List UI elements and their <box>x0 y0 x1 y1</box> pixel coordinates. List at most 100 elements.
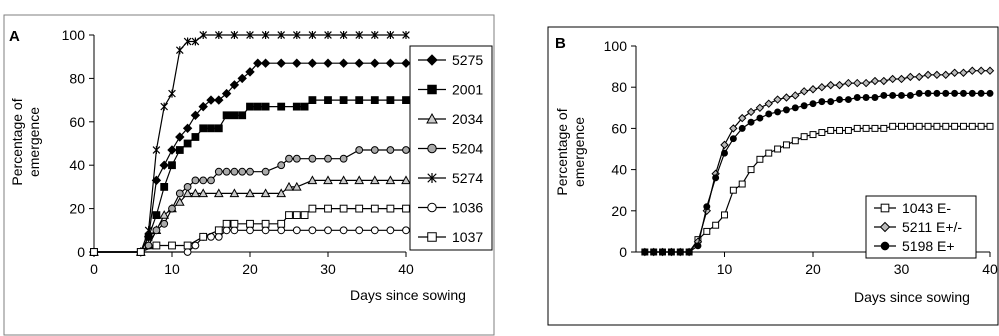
series-1037 <box>90 204 410 256</box>
data-point <box>238 167 247 176</box>
y-tick-label: 0 <box>77 244 85 260</box>
data-point <box>933 89 941 97</box>
series-5274 <box>90 31 410 256</box>
y-tick-label: 40 <box>69 157 85 173</box>
data-point <box>285 154 293 163</box>
legend-item: 5275 <box>418 52 483 68</box>
x-tick-label: 30 <box>320 261 336 277</box>
data-point <box>152 226 161 235</box>
data-point <box>229 188 240 198</box>
x-tick-label: 30 <box>894 261 910 277</box>
data-point <box>229 80 240 90</box>
data-point <box>175 146 184 154</box>
panel-a-legend: 5275 2001 2034 5204 5274 1036 1037 <box>409 45 493 251</box>
data-point <box>214 95 224 105</box>
data-point <box>791 91 800 100</box>
data-point <box>370 226 379 235</box>
data-point <box>198 101 208 112</box>
legend-item: 1037 <box>418 229 483 245</box>
data-point <box>774 108 782 116</box>
data-point <box>402 146 410 154</box>
data-point <box>277 161 286 170</box>
data-point <box>880 124 888 132</box>
legend-label: 5198 E+ <box>902 238 955 254</box>
data-point <box>836 126 844 134</box>
data-point <box>906 91 914 99</box>
y-tick-label: 80 <box>69 70 85 86</box>
data-point <box>818 98 826 106</box>
data-point <box>817 82 827 92</box>
data-point <box>667 248 675 256</box>
data-point <box>292 58 302 68</box>
data-point <box>951 89 959 97</box>
legend-marker <box>880 203 890 213</box>
data-point <box>986 122 994 130</box>
data-point <box>182 123 193 134</box>
legend-label: 1043 E- <box>902 200 951 216</box>
data-point <box>324 204 332 213</box>
legend-marker <box>426 112 438 124</box>
data-point <box>253 102 262 111</box>
data-point <box>167 145 177 155</box>
data-point <box>809 131 817 139</box>
data-point <box>292 226 301 235</box>
data-point <box>853 94 861 101</box>
data-point <box>386 146 395 154</box>
x-tick-label: 40 <box>398 261 414 277</box>
data-point <box>889 122 897 130</box>
data-point <box>836 96 844 104</box>
data-point <box>729 124 738 133</box>
data-point <box>230 167 239 176</box>
data-point <box>292 102 301 111</box>
data-point <box>300 102 309 111</box>
data-point <box>246 102 254 111</box>
data-point <box>191 37 200 46</box>
data-point <box>826 80 835 90</box>
data-point <box>199 124 208 133</box>
data-point <box>354 58 364 68</box>
panel-a-ylabel-line1: Percentage of <box>9 98 25 185</box>
data-point <box>324 31 332 39</box>
data-point <box>861 78 871 88</box>
data-point <box>370 204 379 213</box>
data-point <box>985 66 995 75</box>
data-point <box>880 91 888 99</box>
data-point <box>835 80 844 90</box>
data-point <box>245 67 255 77</box>
data-point <box>738 180 746 188</box>
legend-label: 5211 E+/- <box>902 219 962 235</box>
data-point <box>818 129 826 136</box>
data-point <box>402 226 410 235</box>
data-point <box>959 122 967 130</box>
panel-b-plot-area: 0 20 40 60 80 100 10 20 30 40 <box>604 38 998 277</box>
data-point <box>285 211 293 220</box>
data-point <box>756 114 764 122</box>
legend-marker <box>880 241 890 251</box>
legend-label: 5204 <box>452 141 483 157</box>
data-point <box>889 91 897 99</box>
data-point <box>370 58 380 68</box>
data-point <box>932 70 942 80</box>
data-point <box>230 226 239 235</box>
data-point <box>968 89 976 97</box>
data-point <box>386 31 395 39</box>
x-tick-label: 10 <box>164 261 180 277</box>
data-point <box>174 197 185 206</box>
data-point <box>401 58 411 68</box>
y-tick-label: 20 <box>69 201 85 217</box>
data-point <box>183 241 192 250</box>
legend-marker <box>427 202 437 213</box>
legend-label: 5275 <box>452 52 483 68</box>
data-point <box>871 94 879 101</box>
data-point <box>765 149 773 157</box>
data-point <box>175 189 184 198</box>
data-point <box>90 248 98 256</box>
data-point <box>959 68 968 77</box>
data-point <box>712 174 720 182</box>
data-point <box>152 241 161 250</box>
y-tick-label: 60 <box>611 120 627 136</box>
data-point <box>977 122 985 130</box>
data-point <box>942 89 950 97</box>
data-point <box>222 219 231 228</box>
data-point <box>906 72 915 82</box>
